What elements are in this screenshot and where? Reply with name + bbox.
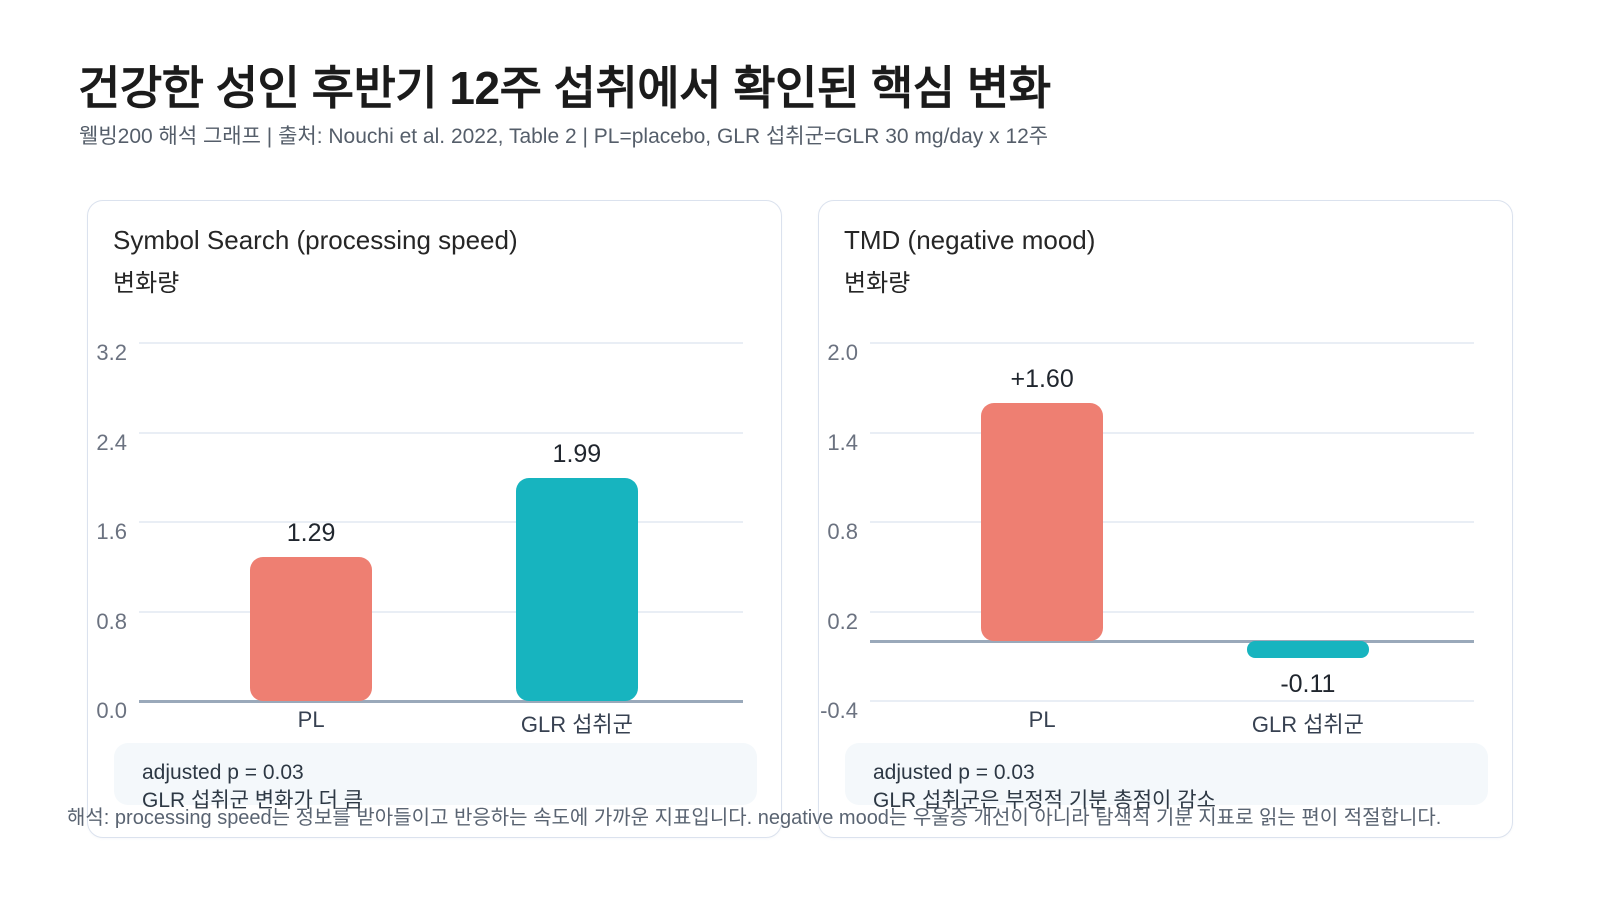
footnote: 해석: processing speed는 정보를 받아들이고 반응하는 속도에… bbox=[67, 807, 1442, 829]
gridline bbox=[870, 610, 1474, 613]
bar-value-label: -0.11 bbox=[1280, 669, 1336, 698]
plot-area: 0.0 0.8 1.6 2.4 3.2 1.29 PL 1.99 GLR 섭취군 bbox=[96, 341, 743, 737]
x-axis-label: GLR 섭취군 bbox=[520, 712, 633, 737]
bar-PL bbox=[981, 402, 1104, 642]
gridline bbox=[139, 431, 743, 434]
annotation-pvalue: adjusted p = 0.03 bbox=[873, 761, 1035, 784]
page-title: 건강한 성인 후반기 12주 섭취에서 확인된 핵심 변화 bbox=[78, 62, 1051, 114]
zero-line bbox=[870, 639, 1474, 643]
chart-title: TMD (negative mood) bbox=[844, 225, 1096, 255]
gridline bbox=[139, 342, 743, 344]
page-subtitle: 웰빙200 해석 그래프 | 출처: Nouchi et al. 2022, T… bbox=[79, 125, 1049, 148]
chart-subtitle: 변화량 bbox=[844, 270, 911, 297]
y-tick-label: 3.2 bbox=[96, 340, 127, 365]
x-axis-label: GLR 섭취군 bbox=[1251, 712, 1364, 737]
y-tick-label: 0.8 bbox=[96, 608, 127, 634]
bar-GLR 섭취군 bbox=[515, 478, 638, 701]
zero-line bbox=[139, 699, 743, 703]
y-tick-label: 2.4 bbox=[96, 429, 127, 455]
chart-card-tmd: TMD (negative mood) 변화량 -0.4 0.2 0.8 1.4 2.0… bbox=[818, 200, 1513, 838]
bar-value-label: 1.99 bbox=[552, 440, 602, 469]
chart-title: Symbol Search (processing speed) bbox=[113, 225, 518, 255]
y-tick-label: 1.4 bbox=[827, 429, 858, 455]
annotation-summary: GLR 섭취군 변화가 더 큼 bbox=[142, 789, 364, 812]
y-tick-label: 1.6 bbox=[96, 519, 127, 544]
plot-area: -0.4 0.2 0.8 1.4 2.0 +1.60 PL -0.11 GLR 섭취군 bbox=[820, 341, 1474, 737]
chart-card-symbol-search: Symbol Search (processing speed) 변화량 0.0… bbox=[87, 200, 782, 838]
x-axis-label: PL bbox=[297, 707, 325, 732]
y-tick-label: 0.2 bbox=[827, 608, 858, 634]
annotation-box: adjusted p = 0.03 GLR 섭취군은 부정적 기분 총점이 감소 bbox=[845, 743, 1488, 812]
y-tick-label: -0.4 bbox=[820, 698, 858, 723]
bar-value-label: +1.60 bbox=[1010, 364, 1074, 393]
gridline bbox=[870, 431, 1474, 434]
bar-value-label: 1.29 bbox=[286, 518, 336, 547]
annotation-pvalue: adjusted p = 0.03 bbox=[142, 761, 304, 784]
x-axis-label: PL bbox=[1028, 707, 1056, 732]
gridline bbox=[139, 521, 743, 523]
annotation-summary: GLR 섭취군은 부정적 기분 총점이 감소 bbox=[873, 789, 1216, 812]
bar-PL bbox=[250, 556, 373, 701]
gridline bbox=[870, 521, 1474, 523]
chart-subtitle: 변화량 bbox=[113, 270, 180, 297]
bar-GLR 섭취군 bbox=[1246, 641, 1369, 658]
gridline bbox=[139, 610, 743, 613]
gridline bbox=[870, 342, 1474, 344]
y-tick-label: 0.0 bbox=[96, 698, 127, 723]
y-tick-label: 2.0 bbox=[827, 340, 858, 365]
y-tick-label: 0.8 bbox=[827, 519, 858, 544]
annotation-box: adjusted p = 0.03 GLR 섭취군 변화가 더 큼 bbox=[114, 743, 757, 812]
gridline bbox=[870, 700, 1474, 702]
